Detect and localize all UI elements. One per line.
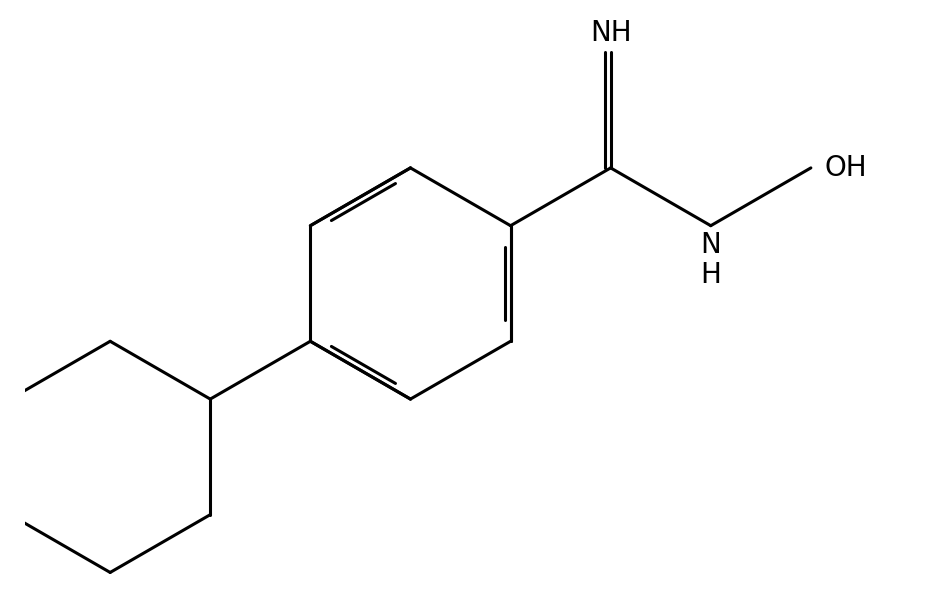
Text: NH: NH bbox=[590, 19, 631, 47]
Text: N
H: N H bbox=[700, 231, 722, 289]
Text: OH: OH bbox=[824, 154, 867, 182]
